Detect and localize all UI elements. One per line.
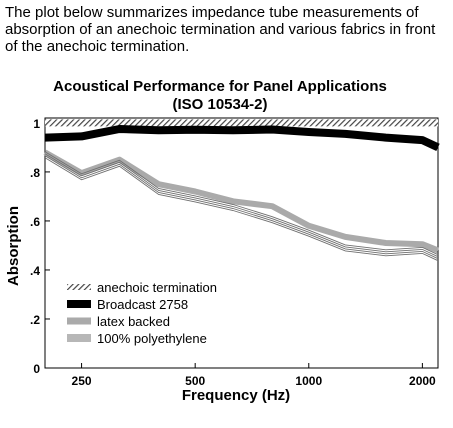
legend-swatch	[67, 334, 91, 342]
legend-swatch	[67, 317, 91, 325]
y-tick-label: .6	[30, 215, 40, 229]
legend-label: Broadcast 2758	[97, 297, 188, 312]
legend-swatch	[67, 284, 91, 290]
y-tick-label: .8	[30, 166, 40, 180]
series-strand	[44, 157, 439, 262]
y-axis-label: Absorption	[5, 206, 22, 286]
y-tick-label: 1	[33, 117, 40, 131]
series-broadcast-2758-line	[44, 125, 440, 152]
legend-label: anechoic termination	[97, 280, 217, 295]
x-tick-label: 2000	[409, 374, 436, 388]
x-tick-label: 1000	[295, 374, 322, 388]
plot-frame	[44, 117, 439, 369]
legend-entry: 100% polyethylene	[67, 331, 207, 346]
chart-subtitle: (ISO 10534-2)	[172, 96, 267, 113]
y-tick-label: .2	[30, 313, 40, 327]
legend-swatch	[67, 300, 91, 308]
series-strand	[44, 153, 439, 258]
series-latex-backed-line	[43, 149, 440, 254]
series-strand	[44, 155, 439, 260]
series-strand	[44, 151, 439, 256]
x-tick-label: 500	[185, 374, 205, 388]
legend-label: 100% polyethylene	[97, 331, 207, 346]
y-tick-label: .4	[30, 264, 40, 278]
y-tick-label: 0	[33, 362, 40, 376]
chart-title: Acoustical Performance for Panel Applica…	[53, 78, 387, 95]
legend-entry: Broadcast 2758	[67, 297, 188, 312]
legend-label: latex backed	[97, 314, 170, 329]
intro-text: The plot below summarizes impedance tube…	[5, 4, 436, 55]
legend-entry: latex backed	[67, 314, 170, 329]
series-100-polyethylene-line	[44, 151, 439, 262]
legend-entry: anechoic termination	[67, 280, 217, 295]
x-axis-label: Frequency (Hz)	[182, 387, 290, 404]
x-tick-label: 250	[72, 374, 92, 388]
